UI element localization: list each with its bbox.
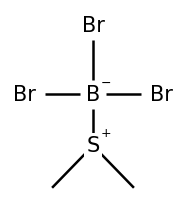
Text: +: + bbox=[101, 127, 111, 140]
Text: Br: Br bbox=[150, 85, 173, 105]
Text: Br: Br bbox=[13, 85, 36, 105]
Text: B: B bbox=[86, 85, 100, 105]
Text: S: S bbox=[86, 136, 100, 155]
Text: Br: Br bbox=[82, 16, 104, 36]
Text: −: − bbox=[101, 76, 111, 89]
